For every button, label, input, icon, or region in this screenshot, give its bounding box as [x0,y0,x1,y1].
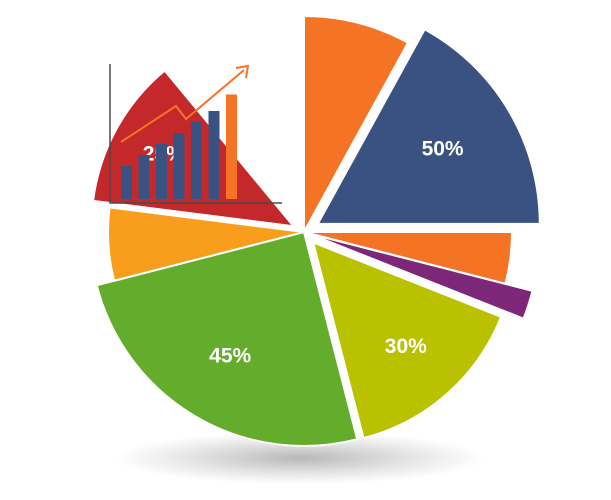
pie-slice-2 [316,27,541,225]
pie-slices [91,14,541,447]
arrow-icon [235,64,250,79]
icon-trend-line [120,69,245,143]
icon-axes [109,64,282,204]
icon-bar [173,133,185,199]
growth-bar-chart-icon [109,64,282,204]
icon-bar [156,144,167,199]
pie-slice-7 [107,206,305,282]
icon-bar [226,94,237,199]
slice-label-2: 50% [422,138,464,161]
slice-label-6: 45% [209,344,251,367]
icon-bar [121,166,132,199]
pie-slice-1 [303,14,410,233]
pie-slice-5 [311,240,503,440]
pie-slice-6 [95,230,359,447]
icon-bar [208,111,220,199]
pie-slice-4 [307,232,534,320]
icon-bar [191,122,202,199]
pie-shadow [115,432,485,484]
slice-label-5: 30% [385,335,427,358]
icon-bar [138,155,150,199]
